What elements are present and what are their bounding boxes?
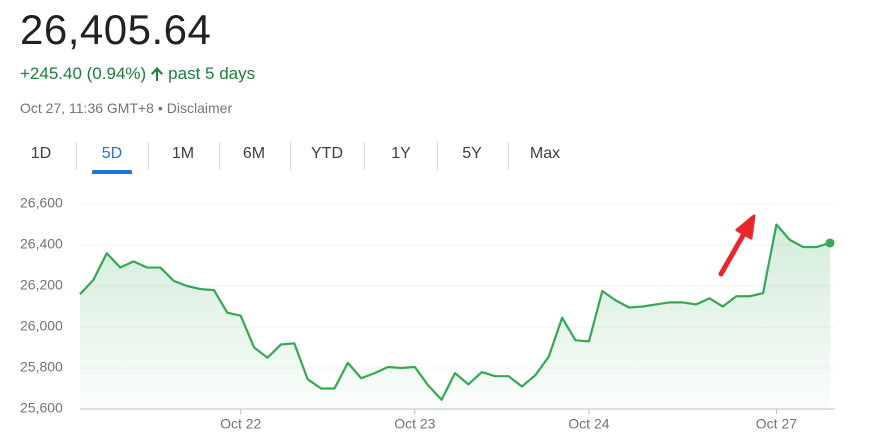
x-tick-label: Oct 27	[756, 416, 797, 432]
up-arrow-icon	[151, 67, 164, 81]
timestamp: Oct 27, 11:36 GMT+8 •	[20, 100, 163, 116]
tab-separator	[437, 142, 438, 170]
tab-separator	[76, 142, 77, 170]
x-tick-label: Oct 24	[568, 416, 609, 432]
area	[80, 224, 830, 409]
tab-separator	[364, 142, 365, 170]
y-tick-label: 26,200	[20, 277, 63, 293]
change-row: +245.40 (0.94%) past 5 days	[20, 64, 255, 84]
y-tick-label: 26,600	[20, 195, 63, 211]
change: +245.40 (0.94%)	[20, 64, 147, 83]
tab-separator	[148, 142, 149, 170]
price: 26,405.64	[20, 6, 212, 53]
x-tick-label: Oct 23	[394, 416, 435, 432]
tab-separator	[508, 142, 509, 170]
range-tab[interactable]: Max	[529, 145, 561, 162]
tab-separator	[219, 142, 220, 170]
y-tick-label: 25,800	[20, 359, 63, 375]
tab-separator	[290, 142, 291, 170]
period: past 5 days	[168, 64, 256, 83]
range-tab[interactable]: 1M	[171, 145, 195, 162]
selected-underline	[92, 170, 132, 174]
y-tick-label: 25,600	[20, 400, 63, 416]
line	[79, 223, 831, 401]
last-point	[825, 238, 835, 248]
range-tab[interactable]: 5D	[101, 145, 123, 162]
meta-row: Oct 27, 11:36 GMT+8 • Disclaimer	[20, 100, 232, 116]
range-tabs: 1D 5D 1M 6M YTD 1Y 5Y Max	[0, 142, 600, 176]
range-tab[interactable]: 1Y	[391, 145, 411, 162]
y-tick-label: 26,000	[20, 318, 63, 334]
range-tab[interactable]: YTD	[311, 145, 343, 162]
disclaimer-link[interactable]: Disclaimer	[166, 100, 233, 116]
range-tab[interactable]: 5Y	[462, 145, 482, 162]
red-arrow-annotation	[718, 214, 756, 277]
x-tick-label: Oct 22	[220, 416, 261, 432]
range-tab[interactable]: 6M	[242, 145, 266, 162]
range-tab[interactable]: 1D	[30, 145, 52, 162]
y-tick-label: 26,400	[20, 236, 63, 252]
